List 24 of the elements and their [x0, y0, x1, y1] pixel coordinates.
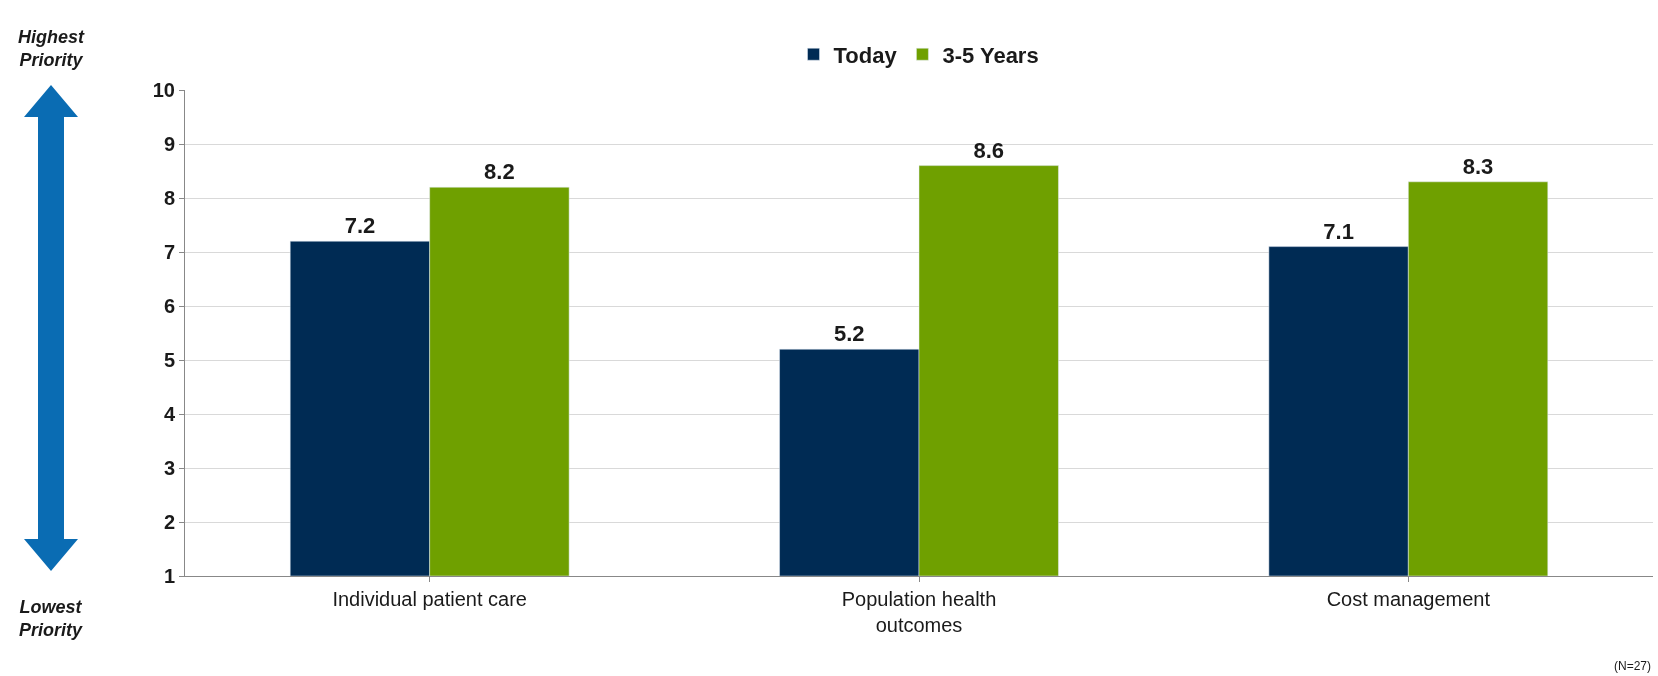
y-tick-label: 10 [152, 79, 175, 101]
x-tick-label: Population health outcomes [841, 588, 997, 636]
y-tick-label: 2 [163, 511, 175, 533]
y-tick-label: 5 [163, 349, 175, 371]
data-label: 8.2 [484, 159, 515, 185]
y-tick-label: 8 [163, 187, 175, 209]
data-label: 5.2 [833, 321, 865, 347]
text: (N=27) [1614, 659, 1652, 673]
x-tick-label: Individual patient care [332, 588, 527, 610]
data-label: 8.6 [973, 137, 1005, 163]
legend-label: Today [833, 42, 898, 68]
x-tick-label: Cost management [1326, 588, 1491, 610]
y-tick-label: 7 [163, 241, 175, 263]
legend-label: 3-5 Years [942, 42, 1039, 68]
text: Highest Priority [18, 27, 86, 71]
data-label: 7.2 [344, 213, 376, 239]
y-tick-label: 6 [163, 295, 175, 317]
y-tick-label: 4 [163, 403, 176, 425]
y-tick-label: 1 [163, 565, 175, 587]
y-tick-label: 9 [163, 133, 175, 155]
data-label: 7.1 [1323, 218, 1354, 244]
data-label: 8.3 [1462, 153, 1494, 179]
y-tick-label: 3 [163, 457, 175, 479]
text: Lowest Priority [19, 597, 84, 641]
